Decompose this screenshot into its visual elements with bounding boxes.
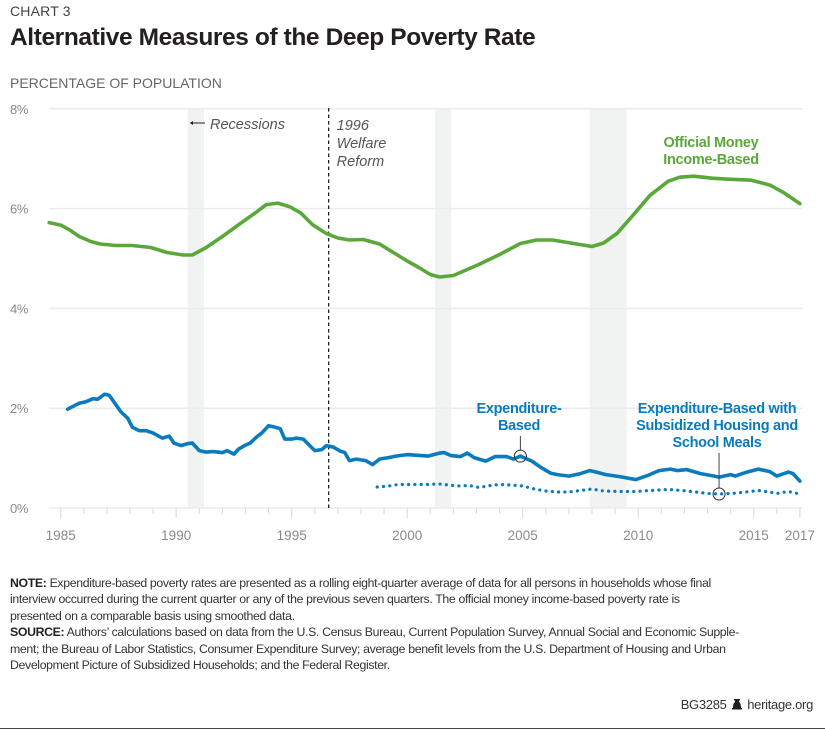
y-tick-label: 8% [10,102,29,117]
source-text: Authors’ calculations based on data from… [64,625,740,640]
x-tick-label: 2000 [392,528,422,543]
recessions-label: Recessions [210,117,285,133]
series-label-2: School Meals [672,435,761,451]
series-line-2 [375,482,802,496]
y-tick-label: 0% [10,501,29,516]
series-label-0: Official Money [664,135,759,151]
notes: NOTE: Expenditure-based poverty rates ar… [10,575,739,673]
welfare-reform-label: 1996 [337,118,370,134]
series-label-1: Based [498,418,540,434]
series-label-1: Expenditure- [476,401,561,417]
liberty-bell-icon [731,699,742,710]
heritage-link[interactable]: heritage.org [747,697,813,712]
footer: BG3285 heritage.org [680,697,814,712]
report-code: BG3285 [680,697,727,712]
series-marker-circle [712,487,726,501]
recessions-arrowhead [190,121,193,125]
series-label-2: Subsidized Housing and [636,418,798,434]
y-tick-label: 2% [10,401,29,416]
note-label: NOTE: [10,576,47,590]
note-line-3: presented on a comparable basis using sm… [10,608,295,623]
series-line-0 [47,174,802,279]
welfare-reform-label: Reform [337,154,385,170]
x-tick-label: 2015 [739,528,769,543]
series-marker-circle [513,449,527,463]
source-line-1: SOURCE: Authors’ calculations based on d… [10,624,739,640]
x-tick-label: 1990 [161,528,191,543]
note-text: Expenditure-based poverty rates are pres… [46,576,712,590]
bottom-rule [0,728,825,729]
y-axis-units: PERCENTAGE OF POPULATION [10,75,222,91]
series-label-0: Income-Based [663,152,759,168]
y-tick-label: 4% [10,301,29,316]
x-tick-label: 1995 [277,528,307,543]
series-label-2: Expenditure-Based with [638,401,797,417]
note-line-1: NOTE: Expenditure-based poverty rates ar… [10,575,739,591]
chart-kicker: CHART 3 [10,3,71,19]
x-tick-label: 2005 [508,528,538,543]
line-chart: 0% 2% 4% 6% 8% 1985 1990 1995 2000 2005 2010 2015 20… [10,102,815,543]
source-line-3: Development Picture of Subsidized Househ… [10,658,390,673]
x-tick-label: 1985 [46,528,76,543]
note-line-2: interview occurred during the current qu… [10,592,680,607]
y-tick-label: 6% [10,202,29,217]
chart-title: Alternative Measures of the Deep Poverty… [10,24,536,51]
source-line-2: ment; the Bureau of Labor Statistics, Co… [10,641,726,656]
source-label: SOURCE: [10,625,65,640]
x-tick-label: 2017 [785,528,815,543]
series-line-1 [65,392,802,483]
x-tick-label: 2010 [623,528,653,543]
welfare-reform-label: Welfare [337,136,387,152]
